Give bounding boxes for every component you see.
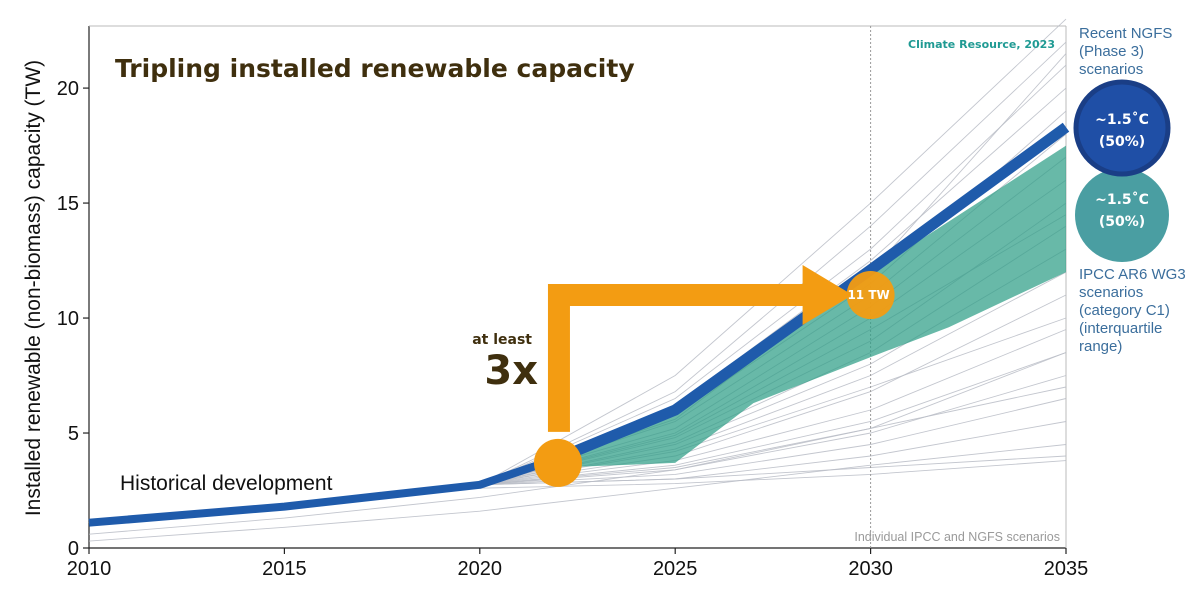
y-tick-label: 20 xyxy=(57,78,79,100)
legend-ngfs-title: Recent NGFS (Phase 3) scenarios xyxy=(1079,25,1177,78)
axis-ticks: 2010 2015 2020 2025 2030 2035 0 5 10 15 20 xyxy=(57,78,1089,580)
legend-ipcc-badge-line2: (50%) xyxy=(1099,214,1145,230)
tripling-arrow: 11 TW xyxy=(533,265,895,487)
legend-ipcc-line: scenarios xyxy=(1079,284,1143,301)
plot-frame xyxy=(88,25,1067,549)
start-circle xyxy=(533,438,582,487)
legend-ngfs-line: Recent NGFS xyxy=(1079,25,1172,42)
y-tick-label: 15 xyxy=(57,193,79,215)
y-tick-label: 10 xyxy=(57,308,79,330)
historical-label: Historical development xyxy=(120,472,333,495)
x-tick-label: 2030 xyxy=(848,558,893,580)
legend-ngfs-line: scenarios xyxy=(1079,61,1143,78)
legend-ipcc-title: IPCC AR6 WG3 scenarios (category C1) (in… xyxy=(1079,266,1190,355)
x-tick-label: 2035 xyxy=(1044,558,1089,580)
legend-ipcc-line: (interquartile xyxy=(1079,320,1162,337)
legend-ngfs-circle xyxy=(1073,79,1171,177)
target-circle xyxy=(846,271,895,320)
three-x-label: 3x xyxy=(484,348,538,394)
legend-ngfs-badge-line1: ~1.5˚C xyxy=(1095,111,1149,128)
legend-ipcc-line: IPCC AR6 WG3 xyxy=(1079,266,1186,283)
legend: Recent NGFS (Phase 3) scenarios ~1.5˚C (… xyxy=(1073,25,1190,355)
credit-label: Climate Resource, 2023 xyxy=(908,38,1055,51)
scenario-line xyxy=(88,352,1067,535)
y-axis-label: Installed renewable (non-biomass) capaci… xyxy=(22,60,45,516)
historical-series-line xyxy=(88,454,560,527)
scenario-line xyxy=(88,444,1067,542)
ipcc-c1-band xyxy=(558,145,1066,468)
y-tick-label: 0 xyxy=(68,538,79,560)
at-least-label: at least xyxy=(472,332,532,348)
chart-title: Tripling installed renewable capacity xyxy=(115,54,635,83)
x-tick-label: 2010 xyxy=(67,558,112,580)
background-scenarios-label: Individual IPCC and NGFS scenarios xyxy=(854,530,1060,544)
legend-ngfs-line: (Phase 3) xyxy=(1079,43,1144,60)
legend-ipcc-circle xyxy=(1075,168,1169,262)
legend-ngfs-badge-line2: (50%) xyxy=(1099,134,1145,150)
ngfs-series-line xyxy=(555,122,1070,464)
x-tick-label: 2015 xyxy=(262,558,307,580)
legend-ipcc-badge-line1: ~1.5˚C xyxy=(1095,191,1149,208)
arrow-shape xyxy=(547,265,853,432)
scenario-line xyxy=(88,352,1067,524)
x-tick-label: 2020 xyxy=(458,558,503,580)
y-tick-label: 5 xyxy=(68,423,79,445)
target-label: 11 TW xyxy=(847,288,889,302)
legend-ipcc-line: range) xyxy=(1079,338,1122,355)
legend-ipcc-line: (category C1) xyxy=(1079,302,1170,319)
x-tick-label: 2025 xyxy=(653,558,698,580)
